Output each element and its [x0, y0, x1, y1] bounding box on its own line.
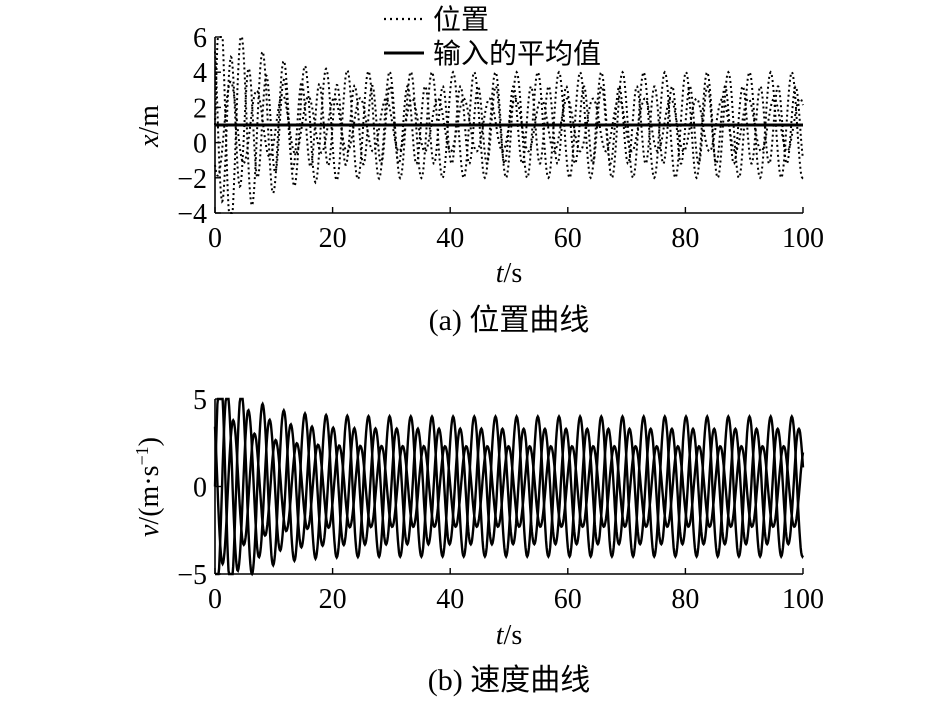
position-y-tick-label: −2 — [177, 164, 207, 195]
velocity-trace-2 — [213, 417, 805, 567]
position-y-axis-label: x/m — [134, 105, 165, 148]
position-x-tick-label: 80 — [671, 223, 699, 254]
position-y-tick-label: −4 — [177, 199, 207, 230]
velocity-x-axis-label: t/s — [496, 620, 522, 651]
position-y-tick-label: 4 — [193, 58, 207, 89]
legend-label-input-mean: 输入的平均值 — [433, 38, 601, 70]
velocity-x-tick-label: 80 — [671, 584, 699, 615]
position-chart-caption: (a) 位置曲线 — [429, 304, 590, 337]
legend-label-position: 位置 — [433, 4, 489, 36]
position-x-tick-label: 60 — [554, 223, 582, 254]
position-x-tick-label: 100 — [782, 223, 824, 254]
position-x-tick-label: 0 — [208, 223, 222, 254]
velocity-trace-3 — [215, 397, 805, 576]
position-trace-1 — [214, 36, 804, 214]
velocity-y-tick-label: 5 — [193, 385, 207, 416]
position-series-group — [214, 36, 804, 214]
position-legend: 位置 输入的平均值 — [384, 4, 601, 70]
velocity-x-tick-label: 20 — [319, 584, 347, 615]
velocity-trace-1 — [213, 397, 805, 577]
velocity-y-axis-label: v/(m·s−1) — [132, 437, 165, 537]
velocity-y-tick-label: 0 — [193, 473, 207, 504]
position-x-axis-label: t/s — [496, 258, 522, 289]
velocity-x-tick-label: 60 — [554, 584, 582, 615]
velocity-x-tick-label: 100 — [782, 584, 824, 615]
velocity-chart-caption: (b) 速度曲线 — [428, 664, 590, 697]
velocity-x-tick-label: 40 — [436, 584, 464, 615]
position-x-tick-label: 20 — [319, 223, 347, 254]
velocity-x-tick-label: 0 — [208, 584, 222, 615]
position-y-tick-label: 0 — [193, 129, 207, 160]
position-x-tick-label: 40 — [436, 223, 464, 254]
position-trace-2 — [214, 51, 804, 204]
position-y-tick-label: 6 — [193, 23, 207, 54]
velocity-series-group — [213, 397, 805, 577]
velocity-y-tick-label: −5 — [177, 560, 207, 591]
position-y-tick-label: 2 — [193, 93, 207, 124]
